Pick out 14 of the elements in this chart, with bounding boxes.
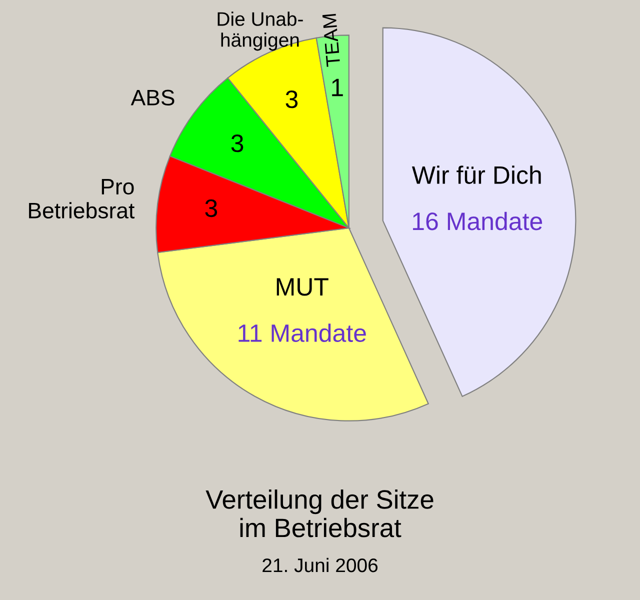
data-label: 16 Mandate [413, 212, 542, 230]
slice-label: Pro Betriebsrat [29, 179, 135, 218]
slice-label: Wir für Dich [412, 166, 541, 184]
text: 21. Juni 2006 [262, 558, 378, 572]
data-label: 1 [332, 78, 343, 96]
slice-label: Die Unab- hängigen [218, 12, 303, 51]
data-label: 3 [205, 199, 218, 218]
slice-label: TEAM [322, 14, 340, 67]
data-label: 11 Mandate [238, 324, 366, 342]
slice-label: MUT [276, 278, 328, 296]
slice-label: ABS [130, 90, 174, 106]
data-label: 3 [286, 90, 298, 108]
text: Verteilung der Sitze im Betriebsrat [206, 489, 434, 538]
data-label: 3 [231, 134, 244, 152]
